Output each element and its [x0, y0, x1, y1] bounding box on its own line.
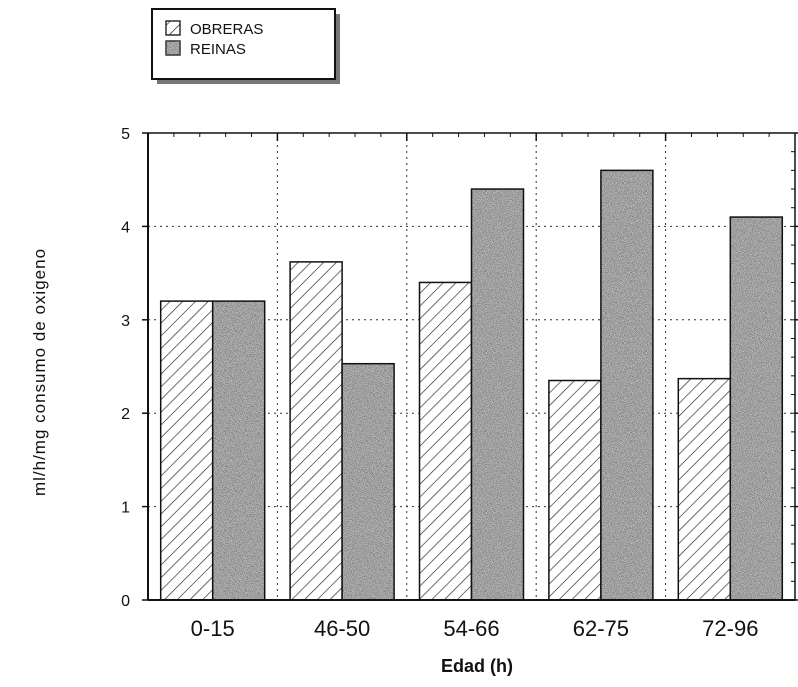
bar-obreras-62-75	[548, 379, 602, 601]
legend-swatch-obreras	[165, 20, 181, 36]
bars	[159, 169, 784, 601]
bar-reinas-62-75	[600, 169, 654, 601]
bar-reinas-54-66	[470, 188, 525, 601]
y-tick-label: 3	[121, 313, 130, 330]
bar-obreras-0-15	[159, 300, 214, 601]
y-axis-title: ml/h/mg consumo de oxigeno	[30, 248, 49, 496]
bar-reinas-0-15	[211, 300, 266, 601]
bar-obreras-72-96	[677, 377, 732, 601]
y-tick-label: 2	[121, 406, 130, 423]
y-tick-label: 0	[121, 593, 130, 610]
legend-swatch-reinas	[165, 40, 181, 56]
y-tick-labels: 0 1 2 3 4 5	[121, 126, 130, 610]
x-axis-title: Edad (h)	[441, 656, 513, 676]
x-category-label: 72-96	[702, 616, 758, 641]
y-tick-label: 5	[121, 126, 130, 143]
y-tick-label: 4	[121, 219, 130, 236]
x-category-label: 46-50	[314, 616, 370, 641]
x-category-label: 0-15	[191, 616, 235, 641]
bar-obreras-46-50	[289, 261, 343, 601]
legend-label-reinas: REINAS	[190, 41, 246, 58]
legend-box	[151, 8, 336, 80]
bar-reinas-72-96	[729, 216, 784, 601]
y-tick-label: 1	[121, 500, 130, 517]
axes	[142, 132, 798, 601]
x-category-label: 54-66	[443, 616, 499, 641]
legend-label-obreras: OBRERAS	[190, 21, 263, 38]
legend: OBRERAS REINAS	[151, 8, 340, 84]
bar-reinas-46-50	[341, 362, 395, 601]
x-category-label: 62-75	[573, 616, 629, 641]
bar-obreras-54-66	[418, 281, 473, 601]
x-category-labels: 0-15 46-50 54-66 62-75 72-96	[191, 616, 759, 641]
